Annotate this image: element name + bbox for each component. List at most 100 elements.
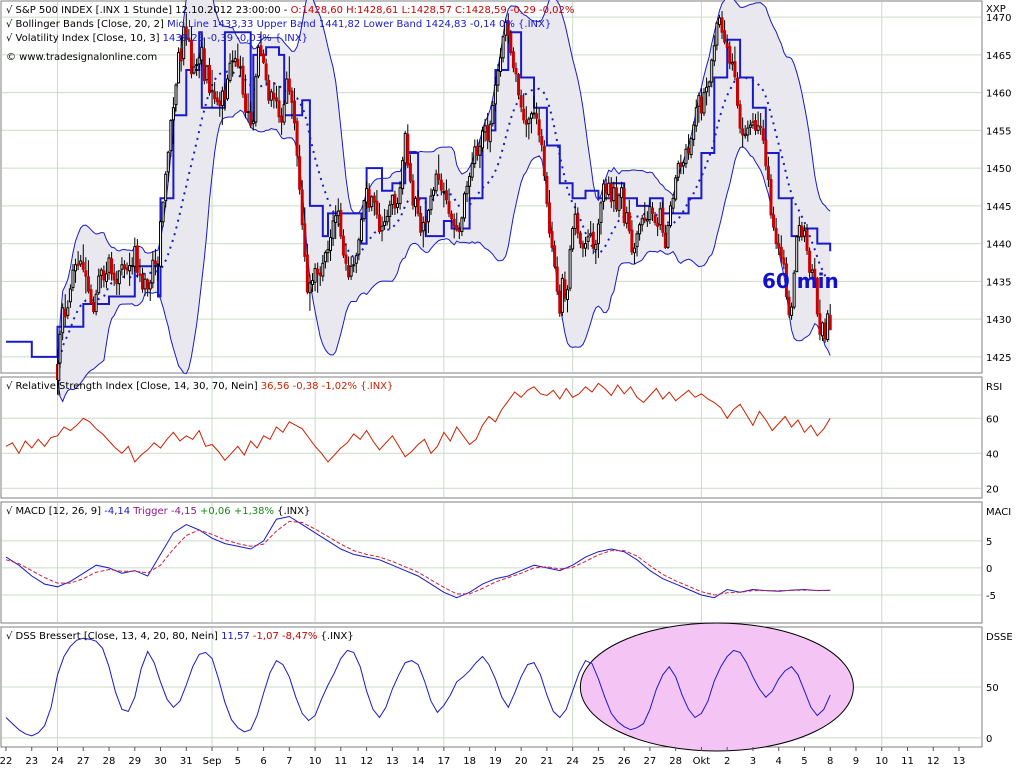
x-tick-label: 5 bbox=[801, 756, 807, 767]
macd-trigger-line bbox=[5, 520, 831, 596]
candle-body bbox=[815, 277, 819, 315]
candle-body bbox=[290, 90, 294, 103]
candle-body bbox=[236, 58, 240, 67]
price-tick-label: 1435 bbox=[986, 277, 1011, 288]
dss-tick-label: 50 bbox=[986, 683, 999, 694]
candle-body bbox=[233, 58, 237, 63]
candle-body bbox=[820, 322, 824, 337]
price-panel-frame[interactable] bbox=[0, 0, 983, 374]
candle-body bbox=[339, 209, 343, 237]
candle-body bbox=[565, 289, 569, 301]
price-tick-label: 1445 bbox=[986, 202, 1011, 213]
candle-body bbox=[112, 272, 116, 281]
x-tick-label: 2 bbox=[724, 756, 730, 767]
candle-body bbox=[483, 125, 487, 133]
candle-body bbox=[733, 61, 737, 78]
candle-body bbox=[370, 196, 374, 208]
candle-body bbox=[285, 78, 289, 104]
macd-legend-name: √ MACD [12, 26, 9] bbox=[6, 506, 101, 517]
candle-body bbox=[146, 279, 150, 290]
candle-body bbox=[97, 275, 101, 294]
indicator-lines bbox=[5, 382, 831, 737]
candle-body bbox=[787, 296, 791, 316]
candle-body bbox=[316, 268, 320, 275]
candle-body bbox=[408, 163, 412, 182]
candle-body bbox=[705, 86, 709, 93]
candle-body bbox=[805, 230, 809, 251]
x-tick-label: 30 bbox=[154, 756, 167, 767]
legends: √ S&P 500 INDEX [.INX 1 Stunde] 12.10.20… bbox=[6, 5, 574, 642]
candle-body bbox=[501, 36, 505, 59]
candle-body bbox=[383, 221, 387, 227]
candle-body bbox=[581, 243, 585, 249]
candle-body bbox=[604, 183, 608, 194]
x-tick-label: 25 bbox=[592, 756, 605, 767]
candle-body bbox=[99, 269, 103, 276]
candle-body bbox=[609, 183, 613, 202]
price-legend-line: √ Volatility Index [Close, 10, 3] 1439,2… bbox=[6, 33, 308, 44]
candle-body bbox=[486, 125, 490, 141]
candle-body bbox=[274, 97, 278, 102]
candle-body bbox=[241, 65, 245, 95]
candle-body bbox=[244, 93, 248, 113]
candle-body bbox=[259, 45, 263, 56]
candle-body bbox=[717, 17, 721, 26]
candle-body bbox=[499, 57, 503, 72]
candle-body bbox=[292, 100, 296, 124]
candle-body bbox=[403, 132, 407, 164]
candle-body bbox=[730, 61, 734, 65]
candle-body bbox=[421, 221, 425, 232]
candle-body bbox=[519, 95, 523, 108]
candle-body bbox=[166, 151, 170, 173]
candle-body bbox=[447, 200, 451, 214]
candle-body bbox=[336, 210, 340, 217]
candle-body bbox=[200, 46, 204, 61]
rsi-legend-value: 36,56 -0,38 -1,02% {.INX} bbox=[258, 381, 394, 392]
candle-body bbox=[468, 175, 472, 187]
candle-body bbox=[182, 26, 186, 60]
candle-body bbox=[496, 70, 500, 86]
candle-body bbox=[120, 264, 124, 270]
candle-body bbox=[712, 45, 716, 62]
x-tick-label: 13 bbox=[953, 756, 966, 767]
macd-legend-value: +0,06 +1,38% bbox=[197, 506, 274, 517]
candle-body bbox=[599, 202, 603, 223]
candle-body bbox=[262, 53, 266, 63]
candle-body bbox=[107, 257, 111, 273]
x-tick-label: 14 bbox=[412, 756, 425, 767]
candle-body bbox=[305, 254, 309, 293]
x-tick-label: Okt bbox=[693, 756, 711, 767]
candle-body bbox=[372, 195, 376, 203]
candle-body bbox=[625, 212, 629, 224]
candle-body bbox=[159, 221, 163, 267]
candle-body bbox=[238, 66, 242, 69]
candle-body bbox=[66, 307, 70, 316]
rsi-panel-frame[interactable] bbox=[0, 376, 983, 499]
x-tick-label: 22 bbox=[0, 756, 12, 767]
candle-body bbox=[826, 313, 830, 341]
macd-line bbox=[5, 515, 831, 599]
candle-body bbox=[92, 302, 96, 313]
x-tick-label: 28 bbox=[669, 756, 682, 767]
candle-body bbox=[666, 225, 670, 248]
candle-body bbox=[61, 307, 65, 334]
candle-body bbox=[470, 163, 474, 178]
candle-body bbox=[542, 145, 546, 177]
price-tick-label: 1465 bbox=[986, 51, 1011, 62]
candle-body bbox=[589, 233, 593, 236]
candle-body bbox=[547, 202, 551, 234]
candle-body bbox=[352, 264, 356, 267]
price-legend-value: O:1428,60 H:1428,61 L:1428,57 C:1428,59 … bbox=[287, 5, 574, 16]
candle-body bbox=[151, 259, 155, 284]
candle-body bbox=[810, 269, 814, 273]
macd-panel-frame[interactable] bbox=[0, 501, 983, 624]
x-tick-label: 8 bbox=[827, 756, 833, 767]
candle-body bbox=[411, 180, 415, 206]
x-tick-label: 13 bbox=[386, 756, 399, 767]
candle-body bbox=[792, 272, 796, 308]
candle-body bbox=[164, 173, 168, 202]
candle-body bbox=[527, 118, 531, 125]
price-legend-value: Mid Line 1433,33 Upper Band 1441,82 Lowe… bbox=[164, 19, 551, 30]
candle-body bbox=[349, 265, 353, 277]
dss-panel-frame[interactable] bbox=[0, 626, 983, 748]
